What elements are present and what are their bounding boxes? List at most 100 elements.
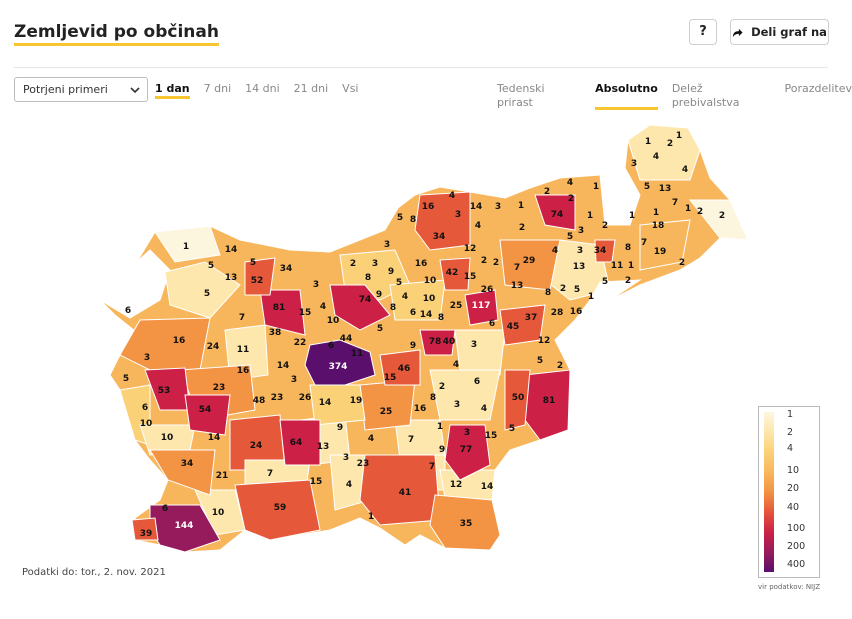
tab-porazdelitev[interactable]: Porazdelitev bbox=[784, 82, 852, 95]
municipality-value-label: 53 bbox=[158, 386, 171, 396]
tab-absolutno[interactable]: Absolutno bbox=[595, 82, 658, 110]
municipality-value-label: 13 bbox=[511, 281, 524, 291]
municipality-value-label: 6 bbox=[410, 308, 416, 318]
municipality-value-label: 19 bbox=[350, 396, 363, 406]
municipality-value-label: 40 bbox=[443, 337, 456, 347]
municipality-value-label: 23 bbox=[213, 383, 226, 393]
municipality-value-label: 2 bbox=[719, 211, 725, 221]
municipality-value-label: 25 bbox=[380, 407, 393, 417]
municipality-value-label: 42 bbox=[446, 268, 459, 278]
municipality-value-label: 3 bbox=[577, 246, 583, 256]
municipality-value-label: 13 bbox=[659, 184, 672, 194]
municipality-value-label: 15 bbox=[384, 373, 397, 383]
municipality-value-label: 24 bbox=[250, 441, 263, 451]
tab-vsi[interactable]: Vsi bbox=[342, 82, 359, 95]
municipality-value-label: 5 bbox=[377, 324, 383, 334]
municipality-value-label: 21 bbox=[216, 471, 229, 481]
municipality-value-label: 22 bbox=[294, 338, 307, 348]
municipality-value-label: 74 bbox=[359, 295, 372, 305]
tab-tedenski-prirast[interactable]: Tedenski prirast bbox=[497, 82, 545, 109]
municipality-value-label: 374 bbox=[329, 362, 348, 372]
municipality-value-label: 5 bbox=[208, 261, 214, 271]
tab-delez-prebivalstva[interactable]: Delež prebivalstva bbox=[671, 82, 740, 109]
municipality-value-label: 24 bbox=[207, 342, 220, 352]
municipality-value-label: 14 bbox=[481, 482, 494, 492]
municipality-value-label: 11 bbox=[351, 349, 364, 359]
municipality-value-label: 19 bbox=[654, 247, 667, 257]
tab-1-dan[interactable]: 1 dan bbox=[155, 82, 190, 99]
tab-7-dni[interactable]: 7 dni bbox=[203, 82, 232, 95]
municipality-value-label: 12 bbox=[538, 336, 551, 346]
municipality-value-label: 37 bbox=[525, 313, 538, 323]
share-arrow-icon bbox=[732, 28, 743, 37]
municipality-value-label: 23 bbox=[271, 393, 284, 403]
municipality-value-label: 6 bbox=[474, 377, 480, 387]
municipality-value-label: 34 bbox=[280, 264, 293, 274]
legend-value: 20 bbox=[787, 483, 800, 494]
municipality-value-label: 1 bbox=[368, 512, 374, 522]
tab-21-dni[interactable]: 21 dni bbox=[293, 82, 329, 95]
municipality-value-label: 1 bbox=[645, 137, 651, 147]
municipality-value-label: 59 bbox=[274, 503, 287, 513]
municipality-value-label: 10 bbox=[140, 419, 153, 429]
municipality-value-label: 4 bbox=[552, 246, 558, 256]
municipality-value-label: 14 bbox=[225, 245, 238, 255]
municipality-value-label: 1 bbox=[518, 201, 524, 211]
municipality-value-label: 2 bbox=[560, 284, 566, 294]
municipality-value-label: 5 bbox=[397, 213, 403, 223]
municipality-value-label: 1 bbox=[653, 208, 659, 218]
municipality-value-label: 3 bbox=[313, 280, 319, 290]
metric-select[interactable]: Potrjeni primeri bbox=[14, 77, 148, 102]
municipality-value-label: 7 bbox=[429, 462, 435, 472]
municipality-value-label: 8 bbox=[625, 243, 631, 253]
municipality-value-label: 5 bbox=[509, 424, 515, 434]
legend-value: 100 bbox=[787, 523, 806, 534]
municipality-value-label: 7 bbox=[514, 263, 520, 273]
tab-14-dni[interactable]: 14 dni bbox=[245, 82, 280, 95]
municipality-value-label: 26 bbox=[299, 393, 312, 403]
municipality-value-label: 2 bbox=[602, 221, 608, 231]
help-button[interactable]: ? bbox=[689, 19, 717, 45]
municipality-value-label: 14 bbox=[319, 398, 332, 408]
municipality-value-label: 64 bbox=[290, 438, 303, 448]
municipality-value-label: 2 bbox=[697, 207, 703, 217]
municipality-value-label: 28 bbox=[551, 308, 564, 318]
municipality-value-label: 78 bbox=[429, 337, 442, 347]
municipality-value-label: 16 bbox=[237, 366, 250, 376]
municipality-value-label: 3 bbox=[372, 259, 378, 269]
data-source: vir podatkov: NIJZ bbox=[758, 583, 820, 591]
municipality-value-label: 1 bbox=[588, 292, 594, 302]
municipality-value-label: 7 bbox=[641, 238, 647, 248]
municipality-value-label: 6 bbox=[489, 319, 495, 329]
municipality-value-label: 8 bbox=[430, 393, 436, 403]
municipality-value-label: 8 bbox=[438, 313, 444, 323]
municipality-value-label: 16 bbox=[570, 307, 583, 317]
municipality-value-label: 3 bbox=[578, 226, 584, 236]
municipality-value-label: 6 bbox=[125, 306, 131, 316]
municipality-value-label: 16 bbox=[415, 259, 428, 269]
municipality-value-label: 45 bbox=[507, 322, 520, 332]
municipality-value-label: 5 bbox=[567, 232, 573, 242]
municipality-value-label: 6 bbox=[162, 504, 168, 514]
municipality-value-label: 8 bbox=[365, 273, 371, 283]
municipality-value-label: 9 bbox=[388, 267, 394, 277]
municipality-value-label: 4 bbox=[653, 152, 659, 162]
municipality-value-label: 6 bbox=[328, 341, 334, 351]
municipality-value-label: 1 bbox=[629, 211, 635, 221]
municipality-value-label: 10 bbox=[424, 276, 437, 286]
municipality-value-label: 1 bbox=[628, 261, 634, 271]
municipality-value-label: 11 bbox=[611, 261, 624, 271]
municipality-value-label: 13 bbox=[317, 442, 330, 452]
municipality-value-label: 9 bbox=[410, 341, 416, 351]
share-button[interactable]: Deli graf na bbox=[730, 19, 829, 45]
municipality-value-label: 4 bbox=[481, 404, 487, 414]
municipality-value-label: 3 bbox=[631, 159, 637, 169]
municipality-value-label: 2 bbox=[557, 361, 563, 371]
period-tabs: 1 dan 7 dni 14 dni 21 dni Vsi bbox=[155, 82, 358, 99]
legend-value: 400 bbox=[787, 559, 806, 570]
municipality-value-label: 10 bbox=[327, 316, 340, 326]
municipality-value-label: 9 bbox=[439, 445, 445, 455]
municipality-value-label: 1 bbox=[676, 131, 682, 141]
